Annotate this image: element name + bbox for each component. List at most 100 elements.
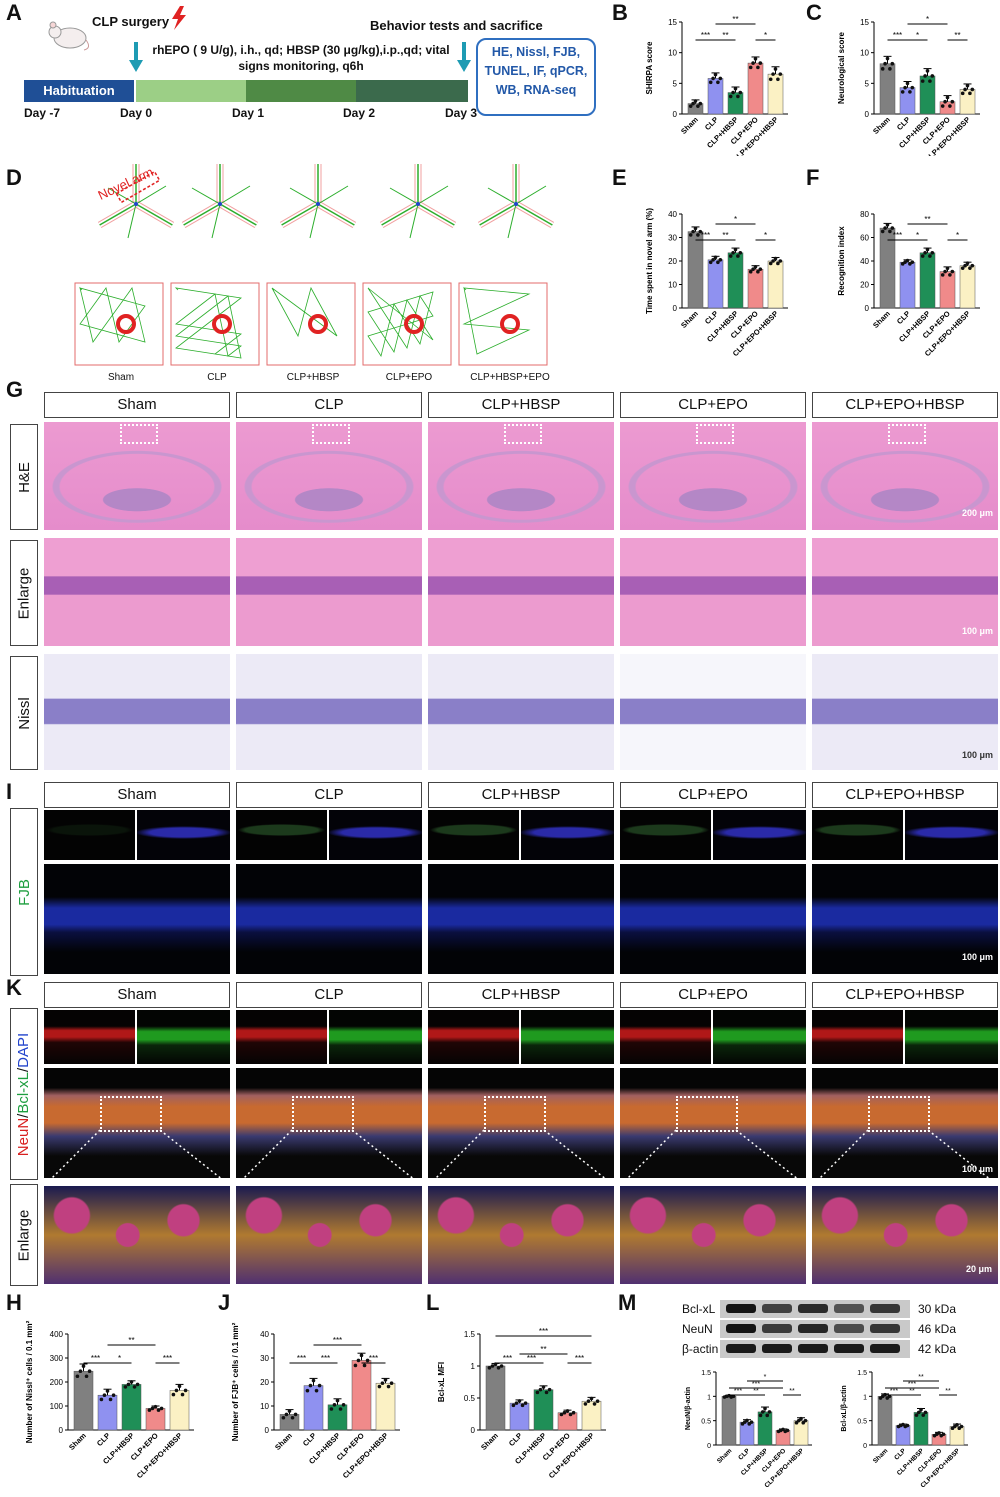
data-point [287,1409,292,1413]
panel-label-c: C [806,0,822,25]
day-label: Day 2 [343,106,376,120]
zoom-box [696,424,734,444]
significance-label: * [926,15,929,24]
arrow-stem-day3 [462,42,466,62]
y-tick-label: 0 [471,1426,476,1435]
x-tick-label: CLP [703,309,720,326]
significance-label: * [734,215,737,224]
data-point [314,1388,319,1393]
data-point [511,1403,516,1408]
clp-surgery-label: CLP surgery [92,14,170,29]
data-point [713,72,718,77]
data-point [708,260,713,265]
data-point [698,229,703,234]
significance-label: ** [540,1345,546,1354]
arrow-stem-day0 [134,42,138,62]
data-point [359,1353,364,1358]
bar [879,227,896,309]
wb-band [762,1324,792,1333]
y-tick-label: 0.5 [857,1419,867,1426]
data-point [778,72,783,76]
merged-image [44,1068,230,1178]
data-point [544,1390,549,1395]
wb-band [762,1344,792,1353]
data-point [281,1415,286,1420]
data-point [520,1403,525,1408]
y-tick-label: 60 [860,234,869,243]
data-point [386,1384,391,1389]
ymaze-path [191,185,251,239]
ymaze-path [417,203,455,226]
data-point [693,226,698,231]
data-point [885,223,890,227]
column-header: CLP+EPO+HBSP [812,782,998,808]
y-tick-label: 400 [50,1330,64,1339]
scale-bar: 200 μm [962,508,994,518]
ymaze-center [134,202,138,206]
data-point [126,1382,131,1387]
data-point [499,1364,504,1368]
data-point [380,1381,385,1385]
significance-label: ** [732,15,738,24]
data-point [963,87,967,92]
data-point [562,1410,567,1415]
data-point [317,1383,322,1388]
data-point [698,101,703,106]
ymaze-center [416,202,420,206]
he-overview-image [44,422,230,530]
neun-red-channel [44,1010,135,1064]
y-tick-label: 40 [260,1330,269,1339]
data-point [773,256,778,261]
y-tick-label: 1 [863,1394,867,1401]
column-header: CLP+EPO [620,782,806,808]
mouse-icon [44,18,92,57]
data-point [78,1369,83,1373]
significance-label: *** [752,1381,760,1388]
ymaze-path [389,185,449,239]
data-point [541,1385,546,1389]
x-tick-label: Sham [871,115,892,136]
data-point [763,1406,767,1411]
x-tick-label: CLP+EPO+HBSP [547,1431,596,1480]
data-point [571,1410,576,1415]
data-point [595,1399,600,1403]
data-point [535,1390,540,1395]
timeline-day2 [356,80,468,102]
data-point [908,90,912,94]
x-tick-label: CLP [737,1447,752,1462]
column-header: Sham [44,392,230,418]
y-axis-label: Number of FJB⁺ cells / 0.1 mm² [231,1322,240,1441]
data-point [693,99,698,103]
significance-label: *** [575,1354,584,1363]
y-tick-label: 15 [668,18,677,27]
data-point [919,1407,923,1412]
column-header: Sham [44,782,230,808]
zoom-line [45,1129,101,1185]
data-point [914,1413,919,1417]
column-header: CLP [236,782,422,808]
he-enlarge-image [44,538,230,646]
zoom-lines [45,1129,997,1185]
data-point [583,1402,588,1406]
data-point [905,258,910,263]
data-point [965,83,970,88]
data-point [768,261,773,266]
y-tick-label: 0 [673,110,678,119]
ymaze-path [479,203,517,226]
bar [727,252,744,309]
fjb-dapi-channel [713,810,806,860]
data-point [923,250,927,255]
chart-nissl-cells: 0 100 200 300 400 Number of Nissl⁺ cells / 0.… [25,1320,194,1480]
bar [533,1389,554,1431]
column-header: Sham [44,982,230,1008]
assay-line: WB, RNA-seq [495,83,577,97]
day-label: Day 1 [232,106,265,120]
data-point [903,85,907,90]
data-point [968,266,972,270]
y-tick-label: 1.5 [464,1330,476,1339]
kda-label: 46 kDa [918,1322,957,1336]
wb-band [870,1304,900,1313]
x-tick-label: CLP+EPO+HBSP [341,1431,390,1480]
wb-band [834,1304,864,1313]
data-point [81,1364,86,1368]
